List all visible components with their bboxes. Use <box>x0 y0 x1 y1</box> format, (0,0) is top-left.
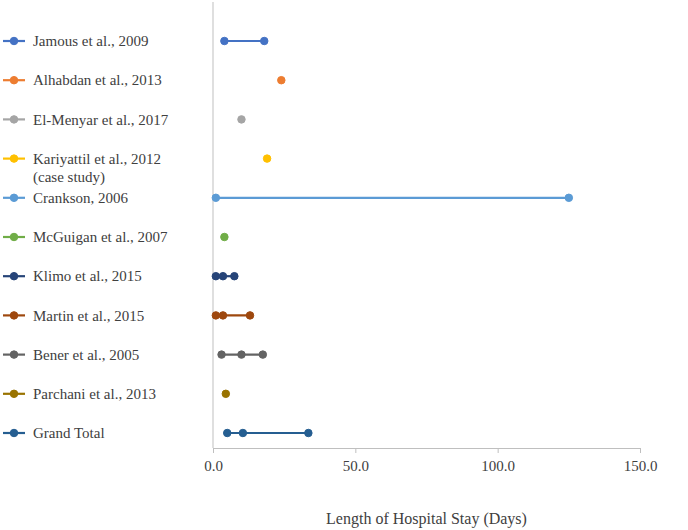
plot-area <box>212 37 572 436</box>
x-axis-title: Length of Hospital Stay (Days) <box>326 510 527 528</box>
legend-item: Kariyattil et al., 2012(case study) <box>3 151 161 186</box>
legend-label: Martin et al., 2015 <box>33 308 144 324</box>
data-point <box>219 272 226 279</box>
legend-label: Grand Total <box>33 425 105 441</box>
data-point <box>260 37 267 44</box>
data-point <box>212 312 219 319</box>
legend-swatch-marker <box>10 312 17 319</box>
x-axis: 0.0 50.0 100.0 150.0 <box>204 448 657 474</box>
legend-item: Alhabdan et al., 2013 <box>3 72 162 88</box>
x-axis-line <box>214 449 641 454</box>
range-line <box>224 40 264 42</box>
x-tick-label: 0.0 <box>204 458 223 474</box>
legend-swatch-marker <box>10 194 17 201</box>
x-tick-mark <box>213 448 214 453</box>
data-point <box>222 390 229 397</box>
legend-item: El-Menyar et al., 2017 <box>3 112 169 128</box>
y-axis-line <box>213 2 214 448</box>
x-tick-mark <box>498 448 499 453</box>
x-tick: 150.0 <box>624 448 658 474</box>
legend-swatch-marker <box>10 233 17 240</box>
legend: Jamous et al., 2009 Alhabdan et al., 2013… <box>3 33 169 441</box>
legend-swatch-marker <box>10 351 17 358</box>
legend-label: Kariyattil et al., 2012(case study) <box>33 151 161 186</box>
data-point <box>223 429 230 436</box>
data-point <box>212 194 219 201</box>
data-point <box>259 351 266 358</box>
data-point <box>231 272 238 279</box>
legend-label: Crankson, 2006 <box>33 190 128 206</box>
legend-item: Parchani et al., 2013 <box>3 386 156 402</box>
legend-item: Martin et al., 2015 <box>3 308 144 324</box>
data-point <box>263 155 270 162</box>
legend-item: McGuigan et al., 2007 <box>3 229 168 245</box>
x-tick-label: 150.0 <box>624 458 658 474</box>
chart: 0.0 50.0 100.0 150.0 Length of Hospital Stay… <box>0 0 688 530</box>
legend-item: Klimo et al., 2015 <box>3 268 142 284</box>
legend-swatch-marker <box>10 76 17 83</box>
legend-swatch-marker <box>10 390 17 397</box>
x-tick-mark <box>355 448 356 453</box>
data-point <box>238 351 245 358</box>
data-point <box>305 429 312 436</box>
data-point <box>218 351 225 358</box>
x-tick: 100.0 <box>481 448 515 474</box>
legend-swatch-marker <box>10 155 17 162</box>
legend-label: El-Menyar et al., 2017 <box>33 112 169 128</box>
x-tick-mark <box>640 448 641 453</box>
x-tick: 0.0 <box>204 448 223 474</box>
data-point <box>221 233 228 240</box>
data-point <box>278 76 285 83</box>
data-point <box>238 116 245 123</box>
data-point <box>221 37 228 44</box>
x-tick-label: 100.0 <box>481 458 515 474</box>
data-point <box>219 312 226 319</box>
data-point <box>246 312 253 319</box>
legend-swatch-marker <box>10 272 17 279</box>
legend-item: Jamous et al., 2009 <box>3 33 148 49</box>
data-point <box>565 194 572 201</box>
legend-item: Crankson, 2006 <box>3 190 128 206</box>
x-tick-label: 50.0 <box>343 458 369 474</box>
legend-item: Bener et al., 2005 <box>3 347 139 363</box>
legend-swatch-marker <box>10 429 17 436</box>
legend-label: Parchani et al., 2013 <box>33 386 156 402</box>
x-tick: 50.0 <box>343 448 369 474</box>
range-line <box>216 197 569 199</box>
data-point <box>239 429 246 436</box>
legend-swatch-marker <box>10 116 17 123</box>
legend-label: Klimo et al., 2015 <box>33 268 142 284</box>
legend-label: Bener et al., 2005 <box>33 347 139 363</box>
legend-item: Grand Total <box>3 425 105 441</box>
legend-label: Alhabdan et al., 2013 <box>33 72 162 88</box>
legend-label: McGuigan et al., 2007 <box>33 229 168 245</box>
legend-label: Jamous et al., 2009 <box>33 33 148 49</box>
data-point <box>212 272 219 279</box>
legend-swatch-marker <box>10 37 17 44</box>
